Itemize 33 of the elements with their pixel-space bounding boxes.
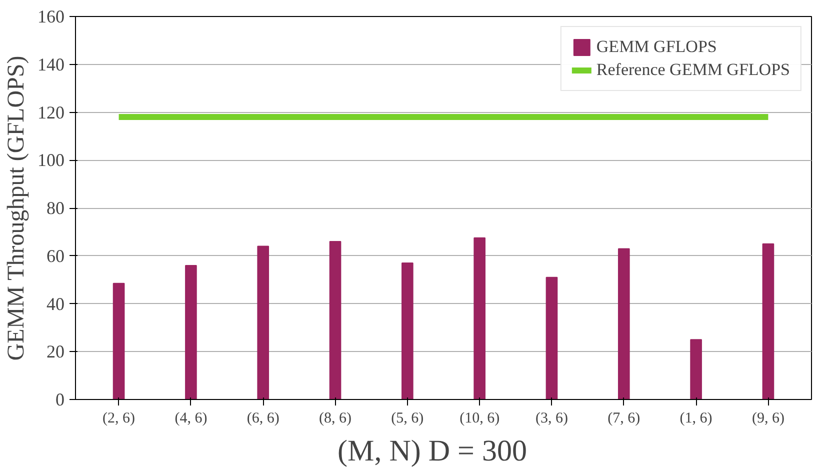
bar [546,276,558,400]
y-tick-label: 160 [38,6,64,26]
x-tick-label: (5, 6) [391,410,424,426]
x-tick-label: (3, 6) [535,410,568,426]
y-tick-label: 140 [38,54,64,74]
x-tick-label: (2, 6) [102,410,136,426]
x-tick-label: (1, 6) [680,410,712,426]
y-tick-label: 120 [38,102,64,122]
x-axis-title: (M, N) D = 300 [338,434,527,468]
y-tick-label: 100 [38,150,64,170]
legend-label: Reference GEMM GFLOPS [596,60,790,80]
y-tick-label: 40 [46,294,64,314]
bar [112,282,125,400]
bar [402,262,414,400]
legend-label: GEMM GFLOPS [596,37,717,57]
y-tick-label: 60 [46,246,64,266]
x-tick-label: (8, 6) [319,410,352,426]
y-tick-label: 80 [46,198,64,218]
bar [329,241,342,400]
bar [618,248,630,400]
x-tick-label: (4, 6) [174,410,208,426]
y-tick-label: 20 [46,342,64,362]
x-tick-label: (10, 6) [460,410,500,426]
y-tick-label: 0 [56,390,64,410]
x-tick-label: (9, 6) [752,410,784,426]
bar [474,237,486,400]
bar [257,246,270,400]
bar [185,264,197,400]
x-tick-label: (7, 6) [608,410,640,426]
y-axis-title: GEMM Throughput (GFLOPS) [4,56,30,361]
x-tick-label: (6, 6) [246,410,280,426]
bar [762,243,774,400]
bar [690,339,702,400]
